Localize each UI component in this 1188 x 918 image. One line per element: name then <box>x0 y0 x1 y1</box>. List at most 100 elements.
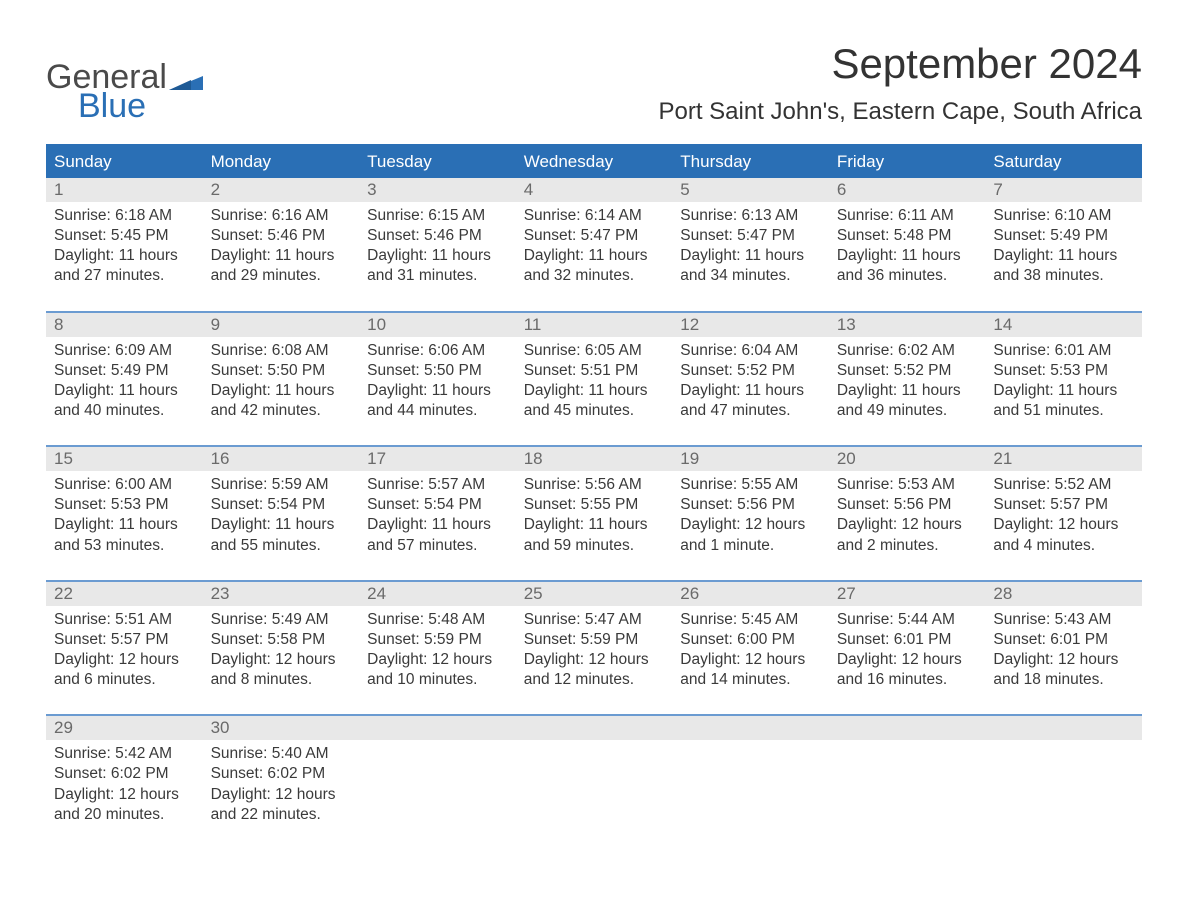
day-cell: Sunrise: 5:48 AMSunset: 5:59 PMDaylight:… <box>359 606 516 715</box>
daylight-line-1: Daylight: 11 hours <box>524 246 665 266</box>
daylight-line-2: and 12 minutes. <box>524 670 665 690</box>
sunrise-line: Sunrise: 5:44 AM <box>837 610 978 630</box>
sunrise-line: Sunrise: 5:49 AM <box>211 610 352 630</box>
weekday-tuesday: Tuesday <box>359 146 516 178</box>
daylight-line-2: and 59 minutes. <box>524 536 665 556</box>
week-row: 1234567Sunrise: 6:18 AMSunset: 5:45 PMDa… <box>46 178 1142 311</box>
daylight-line-2: and 38 minutes. <box>993 266 1134 286</box>
daylight-line-2: and 2 minutes. <box>837 536 978 556</box>
daylight-line-2: and 8 minutes. <box>211 670 352 690</box>
sunset-line: Sunset: 5:56 PM <box>680 495 821 515</box>
daylight-line-2: and 1 minute. <box>680 536 821 556</box>
sunrise-line: Sunrise: 5:55 AM <box>680 475 821 495</box>
daylight-line-1: Daylight: 12 hours <box>524 650 665 670</box>
week-row: 22232425262728Sunrise: 5:51 AMSunset: 5:… <box>46 580 1142 715</box>
sunrise-line: Sunrise: 6:11 AM <box>837 206 978 226</box>
daylight-line-2: and 29 minutes. <box>211 266 352 286</box>
daylight-line-2: and 42 minutes. <box>211 401 352 421</box>
title-block: September 2024 Port Saint John's, Easter… <box>658 40 1142 126</box>
sunrise-line: Sunrise: 6:14 AM <box>524 206 665 226</box>
sunset-line: Sunset: 6:01 PM <box>993 630 1134 650</box>
day-cell: Sunrise: 6:01 AMSunset: 5:53 PMDaylight:… <box>985 337 1142 446</box>
day-number: 12 <box>672 313 829 337</box>
day-number: 28 <box>985 582 1142 606</box>
daylight-line-2: and 20 minutes. <box>54 805 195 825</box>
daylight-line-2: and 47 minutes. <box>680 401 821 421</box>
daylight-line-1: Daylight: 11 hours <box>54 246 195 266</box>
flag-icon <box>169 68 203 90</box>
sunrise-line: Sunrise: 6:08 AM <box>211 341 352 361</box>
sunrise-line: Sunrise: 5:48 AM <box>367 610 508 630</box>
daylight-line-1: Daylight: 11 hours <box>211 381 352 401</box>
sunset-line: Sunset: 5:47 PM <box>524 226 665 246</box>
sunset-line: Sunset: 5:57 PM <box>993 495 1134 515</box>
day-number: 13 <box>829 313 986 337</box>
day-number <box>672 716 829 740</box>
daylight-line-1: Daylight: 11 hours <box>211 515 352 535</box>
logo: General Blue <box>46 58 203 126</box>
daylight-line-1: Daylight: 11 hours <box>524 381 665 401</box>
daylight-line-1: Daylight: 11 hours <box>993 381 1134 401</box>
daylight-line-2: and 34 minutes. <box>680 266 821 286</box>
sunset-line: Sunset: 5:57 PM <box>54 630 195 650</box>
day-number <box>829 716 986 740</box>
day-number: 24 <box>359 582 516 606</box>
sunrise-line: Sunrise: 5:51 AM <box>54 610 195 630</box>
daylight-line-2: and 10 minutes. <box>367 670 508 690</box>
daylight-line-1: Daylight: 11 hours <box>680 246 821 266</box>
sunrise-line: Sunrise: 6:05 AM <box>524 341 665 361</box>
day-cell <box>672 740 829 849</box>
day-number: 6 <box>829 178 986 202</box>
day-number <box>985 716 1142 740</box>
daylight-line-2: and 45 minutes. <box>524 401 665 421</box>
day-number: 26 <box>672 582 829 606</box>
sunset-line: Sunset: 5:53 PM <box>54 495 195 515</box>
daynum-row: 891011121314 <box>46 313 1142 337</box>
sunset-line: Sunset: 5:51 PM <box>524 361 665 381</box>
day-cell: Sunrise: 5:55 AMSunset: 5:56 PMDaylight:… <box>672 471 829 580</box>
day-number: 29 <box>46 716 203 740</box>
daylight-line-2: and 32 minutes. <box>524 266 665 286</box>
sunrise-line: Sunrise: 6:13 AM <box>680 206 821 226</box>
day-number: 21 <box>985 447 1142 471</box>
daylight-line-1: Daylight: 12 hours <box>54 650 195 670</box>
sunset-line: Sunset: 6:02 PM <box>211 764 352 784</box>
daynum-row: 15161718192021 <box>46 447 1142 471</box>
day-number: 10 <box>359 313 516 337</box>
sunset-line: Sunset: 5:46 PM <box>367 226 508 246</box>
sunrise-line: Sunrise: 5:56 AM <box>524 475 665 495</box>
daylight-line-2: and 14 minutes. <box>680 670 821 690</box>
day-cell: Sunrise: 6:15 AMSunset: 5:46 PMDaylight:… <box>359 202 516 311</box>
day-number: 5 <box>672 178 829 202</box>
day-cell: Sunrise: 5:56 AMSunset: 5:55 PMDaylight:… <box>516 471 673 580</box>
sunrise-line: Sunrise: 6:04 AM <box>680 341 821 361</box>
sunrise-line: Sunrise: 6:10 AM <box>993 206 1134 226</box>
day-number: 25 <box>516 582 673 606</box>
daylight-line-2: and 22 minutes. <box>211 805 352 825</box>
sunset-line: Sunset: 5:52 PM <box>680 361 821 381</box>
day-number: 14 <box>985 313 1142 337</box>
weekday-saturday: Saturday <box>985 146 1142 178</box>
sunrise-line: Sunrise: 5:52 AM <box>993 475 1134 495</box>
daylight-line-1: Daylight: 11 hours <box>837 246 978 266</box>
day-cell: Sunrise: 6:02 AMSunset: 5:52 PMDaylight:… <box>829 337 986 446</box>
sunrise-line: Sunrise: 5:53 AM <box>837 475 978 495</box>
day-cell <box>359 740 516 849</box>
week-row: 2930Sunrise: 5:42 AMSunset: 6:02 PMDayli… <box>46 714 1142 849</box>
sunset-line: Sunset: 5:50 PM <box>367 361 508 381</box>
sunset-line: Sunset: 6:02 PM <box>54 764 195 784</box>
day-number: 16 <box>203 447 360 471</box>
month-title: September 2024 <box>658 40 1142 88</box>
day-cell: Sunrise: 6:11 AMSunset: 5:48 PMDaylight:… <box>829 202 986 311</box>
weekday-monday: Monday <box>203 146 360 178</box>
day-cell: Sunrise: 6:10 AMSunset: 5:49 PMDaylight:… <box>985 202 1142 311</box>
day-cell: Sunrise: 5:52 AMSunset: 5:57 PMDaylight:… <box>985 471 1142 580</box>
daylight-line-2: and 55 minutes. <box>211 536 352 556</box>
daylight-line-2: and 27 minutes. <box>54 266 195 286</box>
daylight-line-2: and 53 minutes. <box>54 536 195 556</box>
daylight-line-2: and 6 minutes. <box>54 670 195 690</box>
sunset-line: Sunset: 6:00 PM <box>680 630 821 650</box>
day-number: 15 <box>46 447 203 471</box>
daylight-line-2: and 51 minutes. <box>993 401 1134 421</box>
sunset-line: Sunset: 5:54 PM <box>211 495 352 515</box>
